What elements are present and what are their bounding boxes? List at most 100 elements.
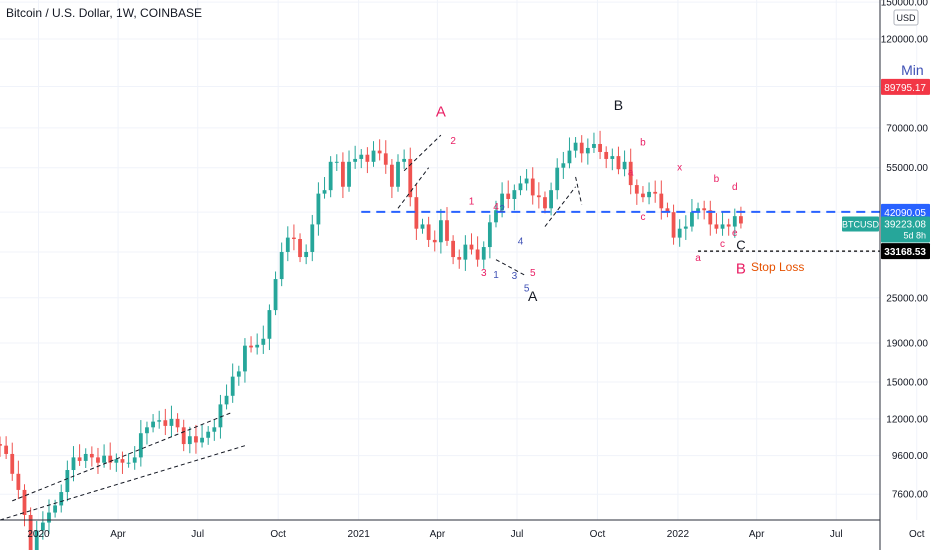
y-tick-label: 70000.00 [886, 123, 928, 134]
x-tick-label: 2022 [667, 529, 690, 540]
x-tick-label: Apr [430, 529, 446, 540]
wave-label: d [732, 182, 738, 193]
x-tick-label: Apr [110, 529, 126, 540]
candle-body [708, 210, 713, 225]
wave-label: b [714, 174, 720, 185]
candle-body [145, 427, 149, 434]
candle-body [16, 473, 21, 490]
candle-body [377, 150, 382, 154]
candle-body [328, 161, 333, 191]
candle-body [732, 216, 737, 227]
candle-body [0, 444, 2, 446]
candle-body [506, 193, 511, 199]
wave-label: a [628, 167, 634, 178]
candle-body [157, 420, 162, 422]
candles [0, 130, 743, 550]
trend-line [403, 134, 442, 172]
candle-body [414, 197, 419, 229]
x-tick-label: 2020 [27, 529, 50, 540]
candle-body [457, 257, 462, 260]
x-tick-label: 2021 [348, 529, 371, 540]
candle-body [445, 220, 449, 241]
candle-body [512, 190, 517, 199]
candle-body [714, 224, 719, 229]
candle-body [114, 459, 119, 463]
candle-body [383, 153, 388, 165]
candle-body [579, 142, 584, 154]
wave-label: 4 [518, 237, 524, 248]
candle-body [132, 457, 137, 463]
candle-body [181, 427, 186, 445]
trend-line [544, 186, 576, 227]
wave-label: 5 [524, 283, 530, 294]
candle-body [261, 338, 266, 345]
candle-body [10, 453, 15, 474]
wave-label: 4 [493, 202, 499, 213]
wave-label: 1 [469, 197, 475, 208]
candle-body [690, 212, 694, 227]
candle-body [175, 418, 180, 428]
candle-body [659, 193, 664, 209]
candle-body [585, 147, 590, 154]
trend-line [397, 167, 430, 209]
candle-body [243, 345, 247, 372]
candle-body [402, 158, 407, 162]
candle-body [322, 190, 327, 194]
candle-body [726, 224, 731, 227]
candle-body [696, 208, 700, 213]
candle-body [298, 238, 302, 258]
candle-body [279, 251, 284, 280]
countdown-tag: 5d 8h [903, 230, 926, 240]
currency-button-bg[interactable] [893, 9, 919, 26]
candle-body [59, 492, 64, 506]
wave-label: 3 [481, 268, 487, 279]
candle-body [549, 190, 553, 209]
candle-body [481, 247, 486, 260]
y-tick-label: 9600.00 [892, 451, 929, 462]
candle-body [224, 395, 229, 405]
symbol-tag-bg [842, 216, 879, 232]
wave-label: b [640, 137, 646, 148]
blue-level-tag-bg [881, 203, 930, 220]
trend-line [0, 445, 246, 521]
wave-label: c [720, 239, 725, 250]
wave-label: B [736, 260, 746, 277]
candle-body [628, 161, 633, 186]
candle-body [555, 167, 560, 191]
y-tick-label: 19000.00 [886, 339, 928, 350]
candle-body [187, 436, 192, 445]
wave-label: A [436, 104, 446, 121]
candle-body [22, 489, 27, 516]
candle-body [53, 505, 58, 513]
candle-body [451, 240, 456, 258]
candle-body [543, 197, 547, 209]
currency-button[interactable]: USD [896, 13, 916, 23]
candle-body [426, 224, 431, 240]
wave-label: 5 [530, 268, 536, 279]
x-tick-label: Apr [749, 529, 765, 540]
candle-body [420, 224, 425, 229]
candle-body [151, 421, 155, 428]
candle-body [396, 161, 400, 187]
y-tick-label: 25000.00 [886, 293, 928, 304]
candle-body [438, 220, 443, 243]
candle-body [4, 445, 9, 454]
red-level-tag-bg [881, 78, 930, 95]
y-tick-label: 55000.00 [886, 163, 928, 174]
candle-body [83, 453, 88, 461]
candle-body [212, 427, 217, 432]
candle-body [285, 237, 290, 252]
candle-body [34, 530, 39, 550]
x-tick-label: Oct [590, 529, 606, 540]
candle-body [200, 437, 204, 443]
candle-body [487, 222, 492, 248]
wave-label: x [677, 163, 682, 174]
candle-body [530, 178, 535, 196]
candle-body [389, 164, 394, 187]
candle-body [500, 193, 505, 211]
